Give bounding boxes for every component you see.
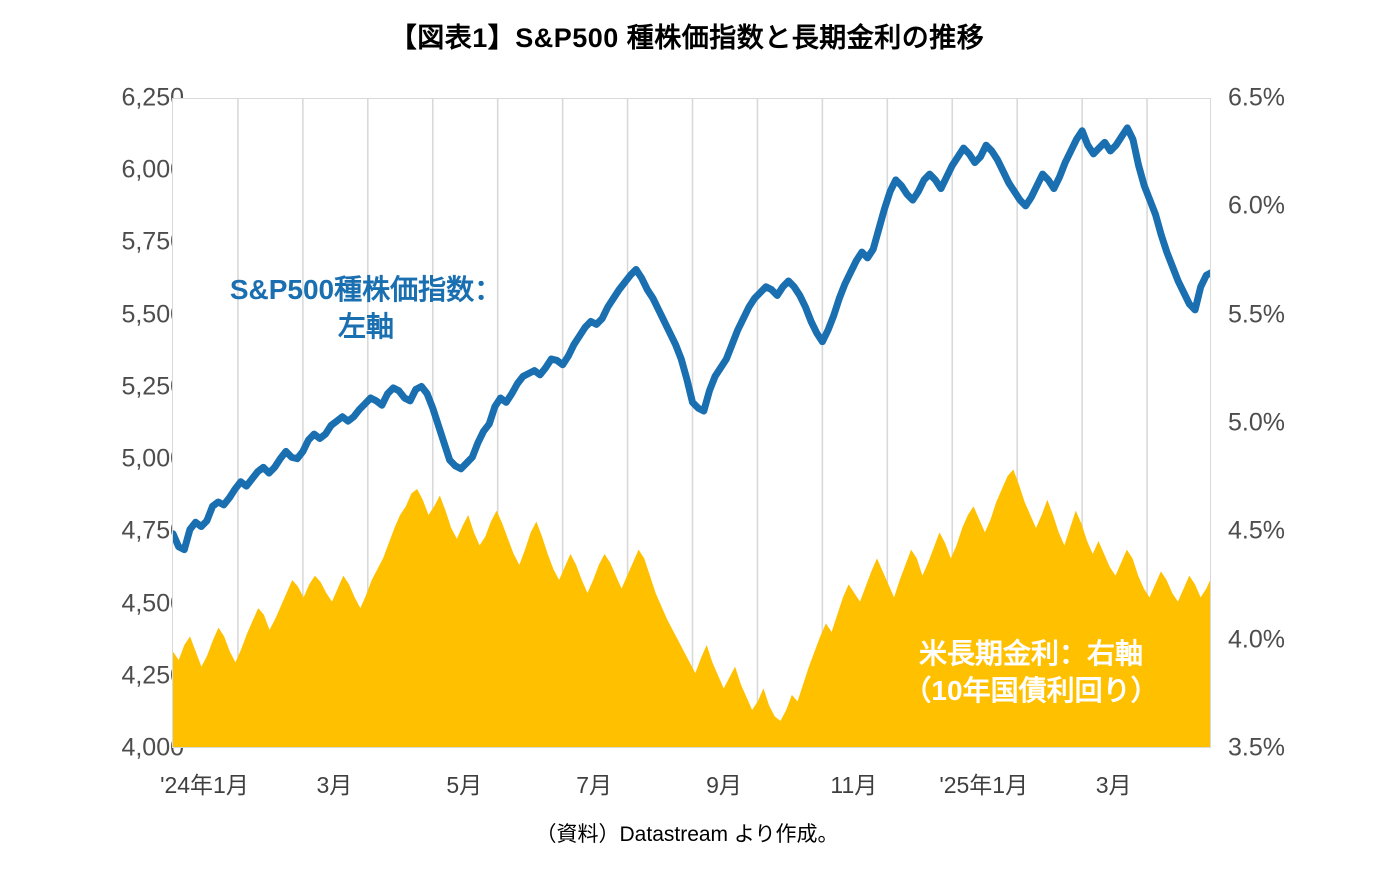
yield-label-line2: （10年国債利回り） (903, 674, 1159, 706)
sp500-series-label: S&P500種株価指数： 左軸 (196, 272, 536, 346)
right-axis-tick: 6.5% (1228, 83, 1285, 112)
x-axis-tick: 3月 (316, 772, 353, 798)
x-axis-tick: '25年1月 (939, 772, 1029, 798)
sp500-line-series (173, 124, 1210, 554)
yield-area-series (173, 469, 1210, 747)
right-axis-tick: 3.5% (1228, 733, 1285, 762)
left-axis-tick: 5,750 (121, 227, 184, 256)
x-axis-tick: 3月 (1095, 772, 1132, 798)
sp500-label-line2: 左軸 (337, 310, 394, 342)
left-axis-tick: 4,750 (121, 516, 184, 545)
left-axis-tick: 6,250 (121, 83, 184, 112)
right-axis-tick: 4.0% (1228, 625, 1285, 654)
left-axis-tick: 4,000 (121, 733, 184, 762)
yield-label-line1: 米長期金利：右軸 (918, 638, 1143, 669)
right-axis-tick: 5.5% (1228, 300, 1285, 329)
chart-canvas (173, 99, 1210, 747)
page-title: 【図表1】S&P500 種株価指数と長期金利の推移 (389, 23, 985, 53)
x-axis-tick: 5月 (446, 772, 483, 798)
x-axis-tick: 7月 (576, 772, 612, 798)
x-axis-tick: 9月 (706, 772, 742, 798)
plot-area (172, 98, 1211, 748)
left-axis-tick: 5,250 (121, 372, 184, 401)
yield-series-label: 米長期金利：右軸 （10年国債利回り） (856, 636, 1206, 710)
x-axis-tick: '24年1月 (160, 772, 249, 798)
left-axis-tick: 6,000 (121, 155, 184, 184)
right-axis-tick: 6.0% (1228, 191, 1285, 220)
left-axis-tick: 5,000 (121, 444, 184, 473)
left-axis-tick: 5,500 (121, 300, 184, 329)
source-note: （資料）Datastream より作成。 (535, 823, 839, 846)
left-axis-tick: 4,250 (121, 661, 184, 690)
right-axis-tick: 5.0% (1228, 408, 1285, 437)
left-axis-tick: 4,500 (121, 589, 184, 618)
right-axis-tick: 4.5% (1228, 516, 1285, 545)
x-axis-tick: 11月 (830, 772, 878, 798)
sp500-label-line1: S&P500種株価指数： (229, 274, 503, 305)
